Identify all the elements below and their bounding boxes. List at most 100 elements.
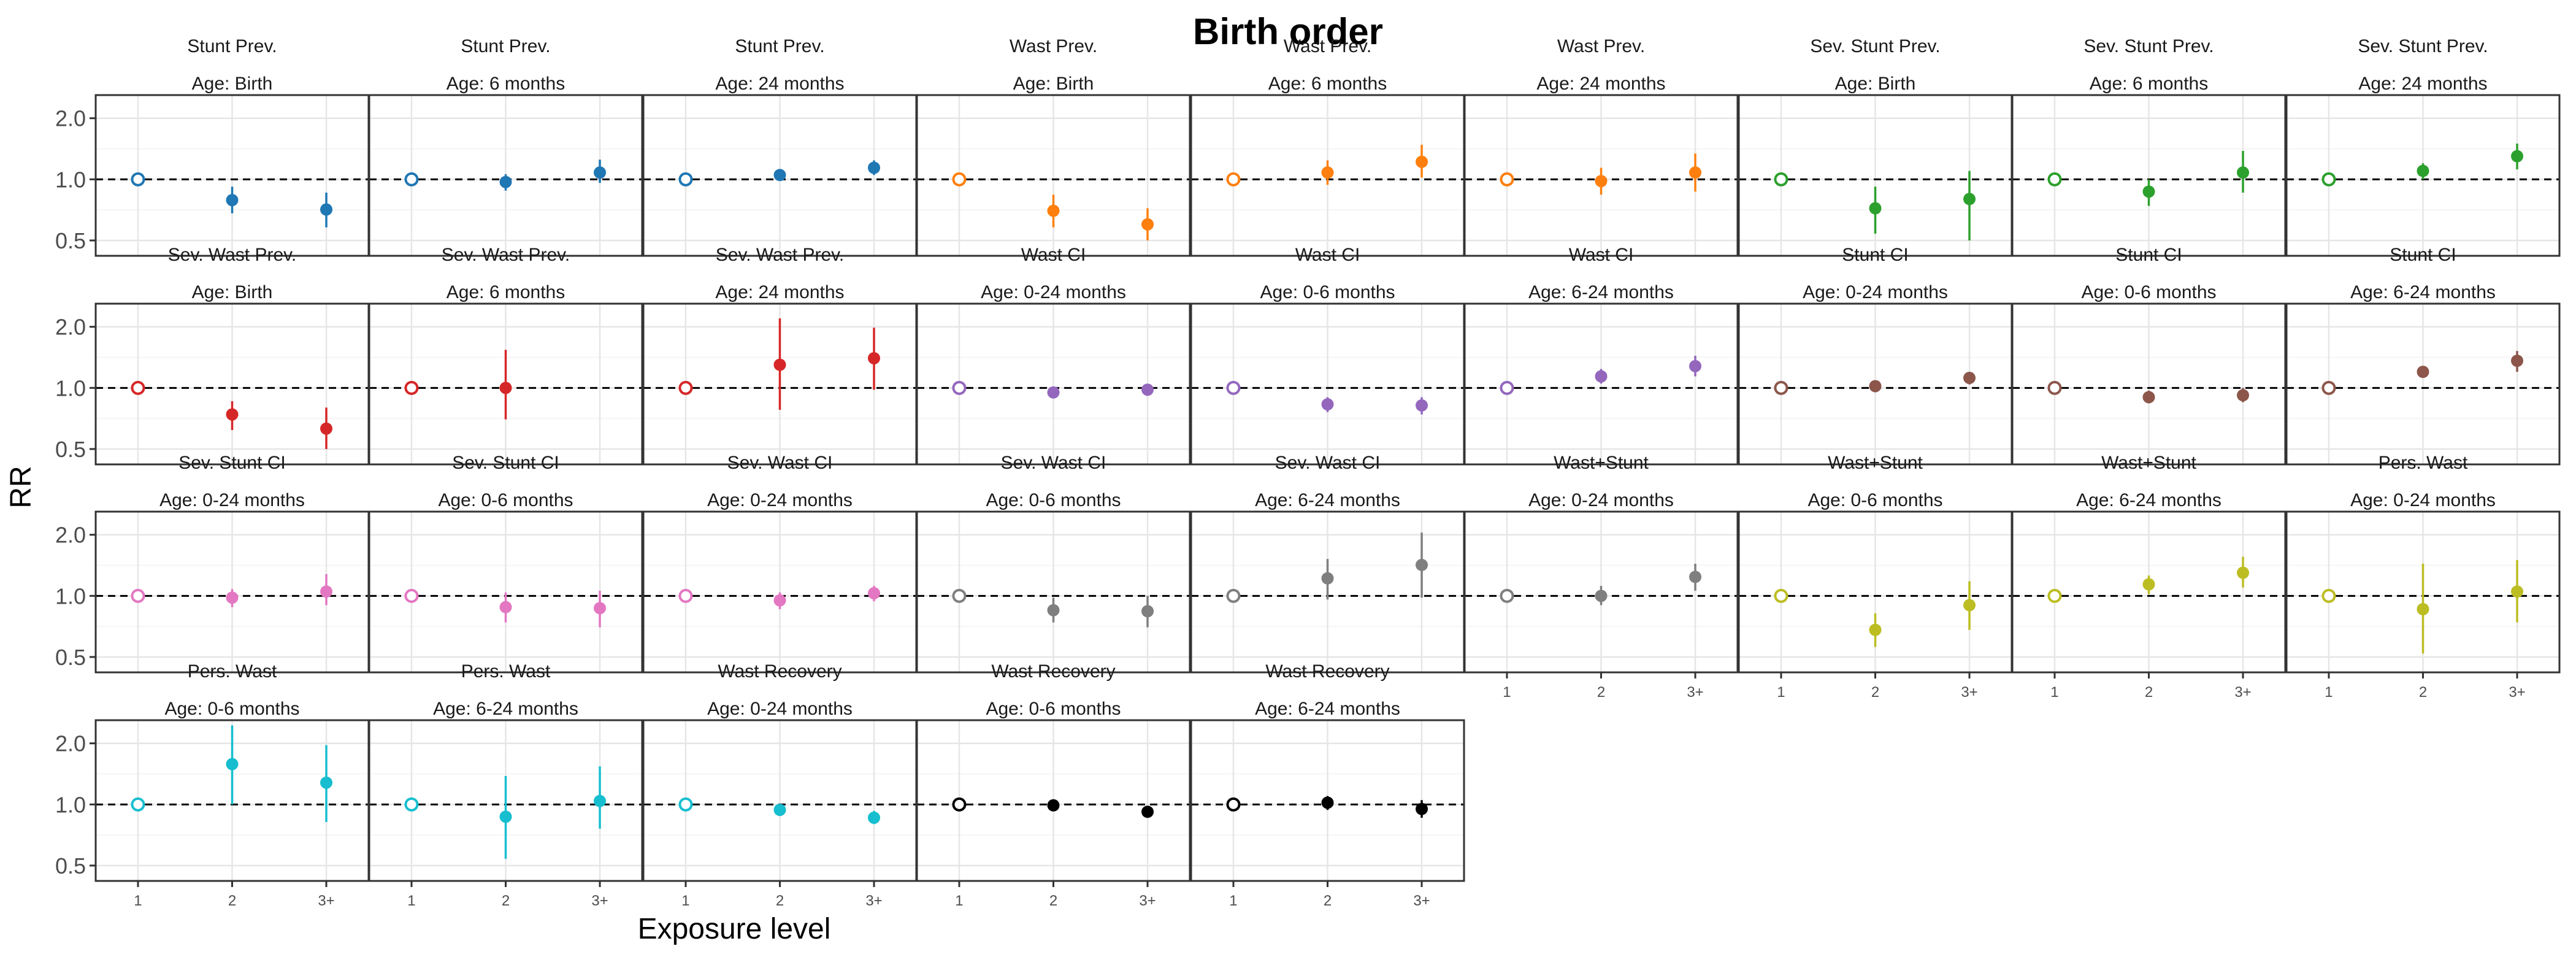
estimate-point — [499, 382, 512, 394]
estimate-point — [1595, 175, 1608, 188]
facet-panel: Pers. Wast Age: 0-24 months 1 2 3+ — [2285, 453, 2561, 701]
estimate-point — [773, 169, 786, 182]
panel-title-age: Age: 0-6 months — [1260, 282, 1395, 302]
estimate-point — [1869, 380, 1882, 393]
reference-point — [1774, 588, 1788, 603]
reference-point — [404, 172, 419, 186]
reference-point — [131, 380, 145, 395]
panel-title-age: Age: Birth — [192, 282, 273, 302]
x-tick-label: 1 — [1503, 684, 1511, 701]
panel-border — [2011, 94, 2287, 257]
estimate-point — [2237, 166, 2250, 179]
x-tick-label: 3+ — [591, 893, 608, 909]
y-tick-label: 0.5 — [55, 853, 86, 878]
estimate-point — [320, 422, 333, 435]
estimate-point — [1869, 202, 1882, 215]
estimate-point — [2142, 185, 2155, 198]
x-tick-label: 3+ — [1961, 684, 1977, 701]
panel-border — [1463, 94, 1739, 257]
x-tick-label: 3+ — [1139, 893, 1156, 909]
reference-point — [1226, 172, 1241, 186]
panel-title-age: Age: 6-24 months — [2076, 490, 2221, 510]
estimate-point — [499, 175, 512, 188]
estimate-point — [594, 166, 607, 179]
panel-title-age: Age: 0-24 months — [159, 490, 305, 510]
facet-panel: Wast+Stunt Age: 6-24 months 1 2 3+ — [2011, 453, 2287, 701]
reference-point — [1500, 588, 1514, 603]
facet-panel: Wast CI Age: 0-6 months — [1190, 245, 1465, 466]
facet-panel: Wast+Stunt Age: 0-6 months 1 2 3+ — [1738, 453, 2013, 701]
panel-title-age: Age: 0-24 months — [707, 699, 853, 719]
panel-title-age: Age: 0-24 months — [981, 282, 1126, 302]
panel-title-outcome: Wast CI — [1021, 245, 1086, 265]
estimate-point — [226, 194, 239, 207]
panel-title-age: Age: 24 months — [1536, 74, 1665, 94]
x-tick-label: 3+ — [1413, 893, 1430, 909]
x-tick-label: 3+ — [318, 893, 334, 909]
reference-point — [678, 380, 693, 395]
facet-panel: Sev. Stunt Prev. Age: 24 months — [2285, 36, 2561, 257]
y-tick-label: 2.0 — [55, 315, 86, 340]
reference-point — [1774, 380, 1788, 395]
panel-title-age: Age: 24 months — [715, 74, 844, 94]
panel-title-outcome: Wast CI — [1295, 245, 1360, 265]
facet-panel: Wast Recovery Age: 0-6 months 1 2 3+ — [916, 661, 1191, 909]
panel-title-outcome: Wast+Stunt — [1828, 453, 1923, 473]
estimate-point — [1141, 605, 1154, 618]
estimate-point — [1416, 802, 1428, 815]
reference-point — [2047, 588, 2062, 603]
panel-title-outcome: Stunt Prev. — [187, 36, 277, 56]
estimate-point — [1595, 370, 1608, 383]
estimate-point — [2511, 355, 2524, 367]
panel-title-age: Age: 6-24 months — [2350, 282, 2496, 302]
x-tick-label: 1 — [2050, 684, 2058, 701]
panel-border — [916, 302, 1191, 466]
panel-title-outcome: Sev. Stunt CI — [178, 453, 286, 473]
panel-title-outcome: Pers. Wast — [188, 661, 277, 682]
estimate-point — [499, 810, 512, 823]
reference-point — [404, 380, 419, 395]
facet-panel: Wast CI Age: 6-24 months — [1463, 245, 1739, 466]
x-tick-label: 3+ — [1687, 684, 1703, 701]
panel-title-outcome: Wast Recovery — [718, 661, 841, 682]
y-tick-label: 0.5 — [55, 645, 86, 670]
facet-panel: Sev. Wast Prev. Age: Birth 0.5 1.0 2.0 — [55, 245, 370, 466]
y-tick-label: 0.5 — [55, 437, 86, 462]
reference-point — [2321, 588, 2336, 603]
estimate-point — [2511, 585, 2524, 598]
panel-title-age: Age: Birth — [1013, 74, 1094, 94]
reference-point — [2321, 380, 2336, 395]
x-tick-label: 1 — [681, 893, 689, 909]
y-tick-label: 2.0 — [55, 523, 86, 548]
reference-point — [952, 797, 967, 812]
y-tick-label: 1.0 — [55, 167, 86, 192]
reference-point — [1226, 588, 1241, 603]
estimate-point — [2237, 566, 2250, 579]
estimate-point — [1689, 359, 1702, 372]
estimate-point — [320, 776, 333, 789]
reference-point — [1226, 380, 1241, 395]
estimate-point — [1047, 204, 1060, 217]
panel-title-outcome: Pers. Wast — [2379, 453, 2468, 473]
y-tick-label: 1.0 — [55, 583, 86, 609]
reference-point — [404, 588, 419, 603]
facet-panel: Wast Recovery Age: 0-24 months 1 2 3+ — [642, 661, 918, 909]
reference-point — [2047, 380, 2062, 395]
estimate-point — [1963, 193, 1976, 206]
panel-title-age: Age: 0-6 months — [438, 490, 573, 510]
panel-title-outcome: Pers. Wast — [461, 661, 551, 682]
x-axis-title: Exposure level — [638, 913, 831, 945]
facet-panel: Sev. Wast Prev. Age: 24 months — [642, 245, 918, 466]
x-tick-label: 2 — [1871, 684, 1879, 701]
reference-point — [678, 172, 693, 186]
panel-title-outcome: Wast CI — [1569, 245, 1634, 265]
estimate-point — [773, 358, 786, 371]
facet-panel: Wast Recovery Age: 6-24 months 1 2 3+ — [1190, 661, 1465, 909]
panel-title-age: Age: Birth — [1835, 74, 1916, 94]
panel-title-outcome: Wast+Stunt — [1554, 453, 1649, 473]
x-tick-label: 1 — [2325, 684, 2333, 701]
x-tick-label: 1 — [407, 893, 415, 909]
panel-title-age: Age: 6-24 months — [1528, 282, 1674, 302]
x-tick-label: 1 — [134, 893, 142, 909]
